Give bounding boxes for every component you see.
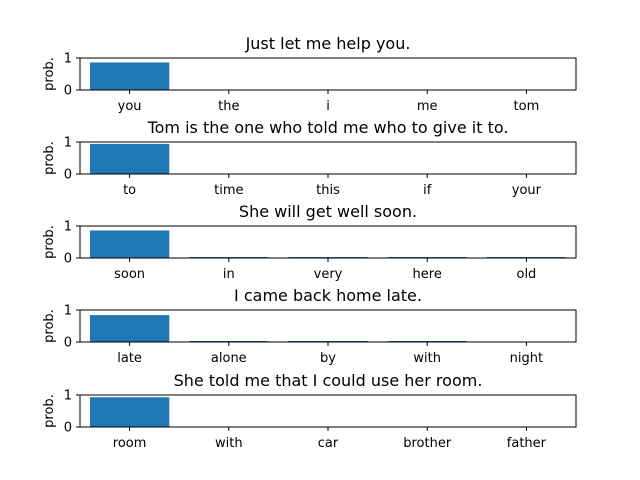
y-axis-label: prob. — [42, 57, 57, 91]
y-tick-label: 0 — [64, 84, 72, 99]
x-tick-label: with — [215, 436, 243, 451]
bar-room — [89, 397, 170, 427]
y-axis-label: prob. — [42, 309, 57, 343]
x-tick-label: to — [123, 183, 136, 198]
x-tick-label: brother — [403, 436, 452, 451]
x-tick-label: your — [512, 183, 542, 198]
x-tick-label: alone — [211, 351, 247, 366]
y-axis-label: prob. — [42, 394, 57, 428]
subplot-5: She told me that I could use her room. pr… — [42, 371, 577, 451]
y-tick-label: 1 — [64, 304, 72, 319]
bar-to — [89, 143, 170, 174]
x-tick-label: tom — [514, 99, 540, 114]
x-tick-label: me — [417, 99, 438, 114]
y-tick-label: 0 — [64, 252, 72, 267]
y-axis-label: prob. — [42, 225, 57, 259]
x-tick-label: you — [118, 99, 142, 114]
y-tick-label: 0 — [64, 168, 72, 183]
x-tick-label: old — [516, 267, 536, 282]
chart-title: I came back home late. — [234, 286, 422, 305]
y-tick-label: 1 — [64, 136, 72, 151]
chart-title: She told me that I could use her room. — [174, 371, 483, 390]
y-tick-label: 0 — [64, 336, 72, 351]
y-tick-label: 1 — [64, 389, 72, 404]
x-tick-label: by — [320, 351, 336, 366]
chart-title: Tom is the one who told me who to give i… — [147, 118, 509, 137]
x-tick-label: i — [326, 99, 330, 114]
subplot-2: Tom is the one who told me who to give i… — [42, 118, 577, 198]
bar-late — [89, 315, 170, 342]
bar-soon — [89, 230, 170, 258]
x-tick-label: night — [510, 351, 543, 366]
chart-title: She will get well soon. — [239, 202, 417, 221]
subplot-3: She will get well soon. prob. 0 1 soon in very… — [42, 202, 577, 282]
x-tick-label: car — [318, 436, 339, 451]
x-tick-label: the — [218, 99, 239, 114]
x-tick-label: this — [316, 183, 340, 198]
subplot-1: Just let me help you. prob. 0 1 you the i me tom — [42, 34, 577, 114]
x-tick-label: soon — [114, 267, 145, 282]
y-axis-label: prob. — [42, 141, 57, 175]
x-tick-label: time — [214, 183, 243, 198]
x-tick-label: with — [413, 351, 441, 366]
x-tick-label: room — [113, 436, 147, 451]
x-tick-label: in — [223, 267, 235, 282]
y-tick-label: 0 — [64, 421, 72, 436]
chart-title: Just let me help you. — [245, 34, 411, 53]
x-tick-label: very — [314, 267, 343, 282]
x-tick-label: here — [413, 267, 442, 282]
y-tick-label: 1 — [64, 220, 72, 235]
y-tick-label: 1 — [64, 52, 72, 67]
bar-you — [89, 62, 170, 90]
subplot-4: I came back home late. prob. 0 1 late alone by… — [42, 286, 577, 366]
x-tick-label: if — [423, 183, 432, 198]
x-tick-label: father — [507, 436, 547, 451]
x-tick-label: late — [117, 351, 142, 366]
